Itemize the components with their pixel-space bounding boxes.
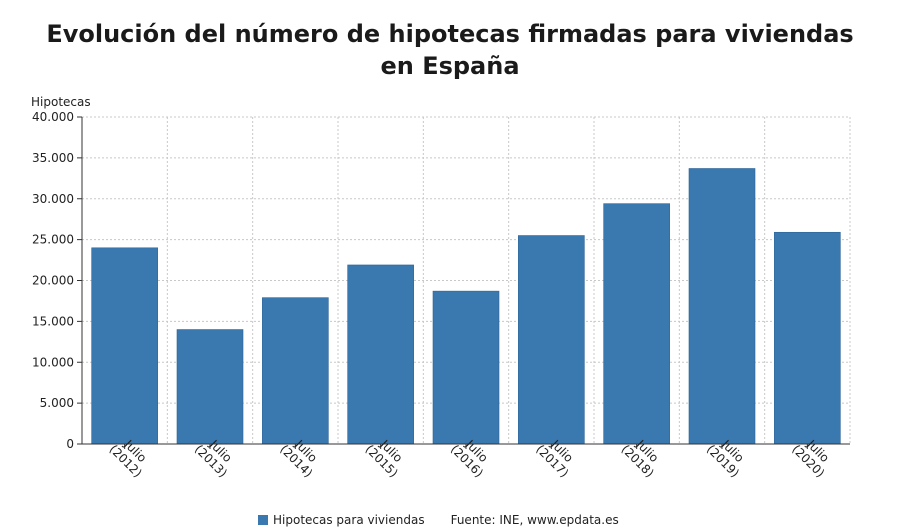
- y-tick-label: 0: [66, 437, 74, 451]
- bar: [176, 329, 244, 445]
- legend-label: Hipotecas para viviendas: [273, 513, 425, 527]
- bar: [774, 231, 841, 445]
- bar: [347, 264, 414, 445]
- chart-title: Evolución del número de hipotecas firmad…: [46, 20, 854, 80]
- y-tick-label: 15.000: [32, 314, 74, 328]
- y-tick-label: 20.000: [32, 274, 74, 288]
- y-tick-label: 5.000: [40, 396, 74, 410]
- bar: [91, 247, 158, 445]
- y-tick-label: 40.000: [32, 110, 74, 124]
- bar: [262, 297, 329, 445]
- legend: Hipotecas para viviendas Fuente: INE, ww…: [258, 511, 619, 529]
- source-note: Fuente: INE, www.epdata.es: [450, 513, 619, 527]
- y-tick-label: 10.000: [32, 355, 74, 369]
- bar: [432, 290, 500, 445]
- legend-swatch: [258, 515, 268, 525]
- y-tick-label: 25.000: [32, 233, 74, 247]
- y-tick-label: 30.000: [32, 192, 74, 206]
- y-tick-label: 35.000: [32, 151, 74, 165]
- y-axis-label: Hipotecas: [31, 95, 91, 109]
- bar: [603, 203, 670, 445]
- bar: [518, 235, 585, 445]
- bar: [688, 168, 756, 445]
